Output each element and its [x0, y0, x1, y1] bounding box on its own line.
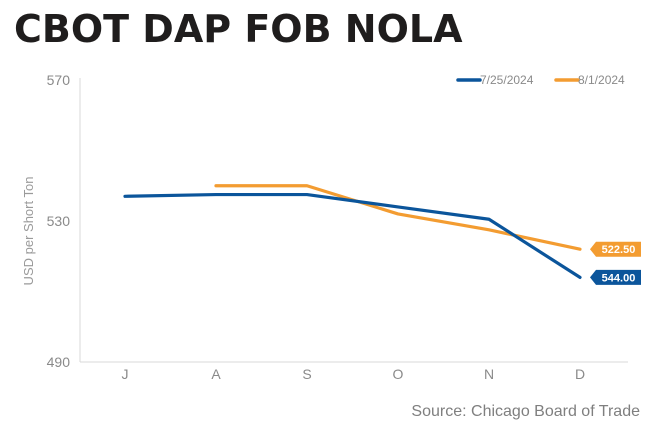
chart-legend: 7/25/2024 8/1/2024 [456, 73, 625, 87]
chart-end-labels: 544.00 522.50 [590, 241, 641, 285]
series-line-0 [123, 192, 582, 279]
chart-series [123, 184, 582, 279]
x-tick-label: D [575, 366, 585, 382]
page-title: CBOT DAP FOB NOLA [14, 7, 463, 51]
y-axis-label: USD per Short Ton [21, 177, 36, 286]
x-tick-label: J [122, 366, 129, 382]
series-line-1 [214, 184, 582, 251]
end-label-tag-0 [590, 269, 641, 285]
y-tick-label: 490 [47, 354, 71, 370]
end-label-text-0: 544.00 [602, 272, 636, 284]
x-tick-label: O [393, 366, 404, 382]
x-tick-label: S [302, 366, 311, 382]
source-note: Source: Chicago Board of Trade [411, 403, 640, 420]
end-label-text-1: 522.50 [602, 244, 636, 256]
legend-label-1: 8/1/2024 [578, 73, 625, 87]
chart-axes: 490 530 570 J A S O N D USD per Short Ton [21, 72, 628, 382]
y-tick-label: 570 [47, 72, 71, 88]
legend-label-0: 7/25/2024 [480, 73, 534, 87]
x-tick-label: N [484, 366, 494, 382]
x-tick-label: A [211, 366, 221, 382]
end-label-tag-1 [590, 241, 641, 257]
y-tick-label: 530 [47, 213, 71, 229]
